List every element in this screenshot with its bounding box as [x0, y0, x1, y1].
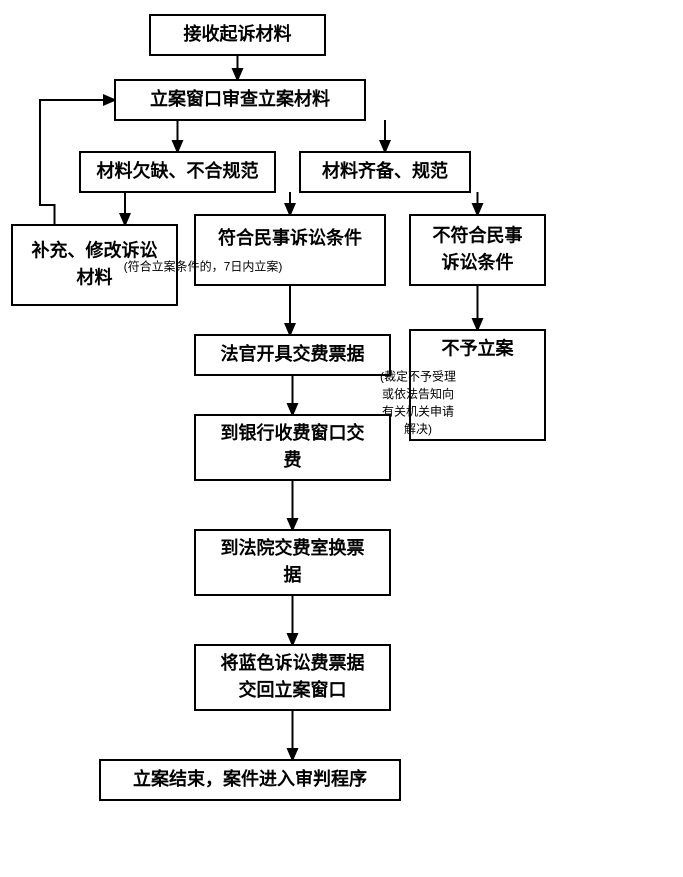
flow-node-n1: 接收起诉材料: [150, 15, 325, 55]
svg-text:材料齐备、规范: 材料齐备、规范: [322, 160, 448, 181]
svg-text:到法院交费室换票: 到法院交费室换票: [221, 537, 365, 558]
flow-node-n11: 到法院交费室换票据: [195, 530, 390, 595]
flow-node-n12: 将蓝色诉讼费票据交回立案窗口: [195, 645, 390, 710]
svg-text:(裁定不予受理: (裁定不予受理: [380, 369, 456, 384]
svg-text:接收起诉材料: 接收起诉材料: [184, 23, 292, 44]
svg-text:将蓝色诉讼费票据: 将蓝色诉讼费票据: [221, 652, 365, 673]
svg-text:(符合立案条件的，7日内立案): (符合立案条件的，7日内立案): [124, 258, 283, 273]
svg-text:交回立案窗口: 交回立案窗口: [239, 679, 347, 700]
svg-text:有关机关申请: 有关机关申请: [382, 404, 454, 418]
flow-node-n8: 法官开具交费票据: [195, 335, 390, 375]
svg-text:补充、修改诉讼: 补充、修改诉讼: [31, 239, 158, 260]
flow-node-n10: 到银行收费窗口交费: [195, 415, 390, 480]
flowchart: 接收起诉材料立案窗口审查立案材料材料欠缺、不合规范 材料齐备、规范补充、修改诉讼材…: [0, 0, 683, 877]
svg-text:符合民事诉讼条件: 符合民事诉讼条件: [218, 227, 362, 248]
svg-text:或依法告知向: 或依法告知向: [382, 386, 454, 401]
svg-text:材料: 材料: [77, 266, 113, 287]
flow-node-n7: 不符合民事诉讼条件: [410, 215, 545, 285]
svg-text:立案结束，案件进入审判程序: 立案结束，案件进入审判程序: [133, 768, 367, 789]
flow-node-n4: 材料齐备、规范: [300, 152, 470, 192]
svg-text:不予立案: 不予立案: [442, 337, 515, 358]
svg-text:费: 费: [284, 450, 302, 470]
svg-text:不符合民事: 不符合民事: [433, 224, 523, 245]
svg-text:法官开具交费票据: 法官开具交费票据: [221, 343, 365, 364]
flow-node-n9: 不予立案 (裁定不予受理或依法告知向有关机关申请解决): [380, 330, 545, 440]
svg-text:诉讼条件: 诉讼条件: [442, 251, 514, 272]
flow-node-n13: 立案结束，案件进入审判程序: [100, 760, 400, 800]
flow-node-n2: 立案窗口审查立案材料: [115, 80, 365, 120]
svg-text:材料欠缺、不合规范: 材料欠缺、不合规范: [97, 160, 259, 181]
svg-text:立案窗口审查立案材料: 立案窗口审查立案材料: [150, 88, 330, 109]
svg-text:据: 据: [284, 564, 302, 585]
svg-text:到银行收费窗口交: 到银行收费窗口交: [221, 422, 365, 443]
svg-text:解决): 解决): [404, 422, 432, 436]
flow-node-n3: 材料欠缺、不合规范: [80, 152, 275, 192]
